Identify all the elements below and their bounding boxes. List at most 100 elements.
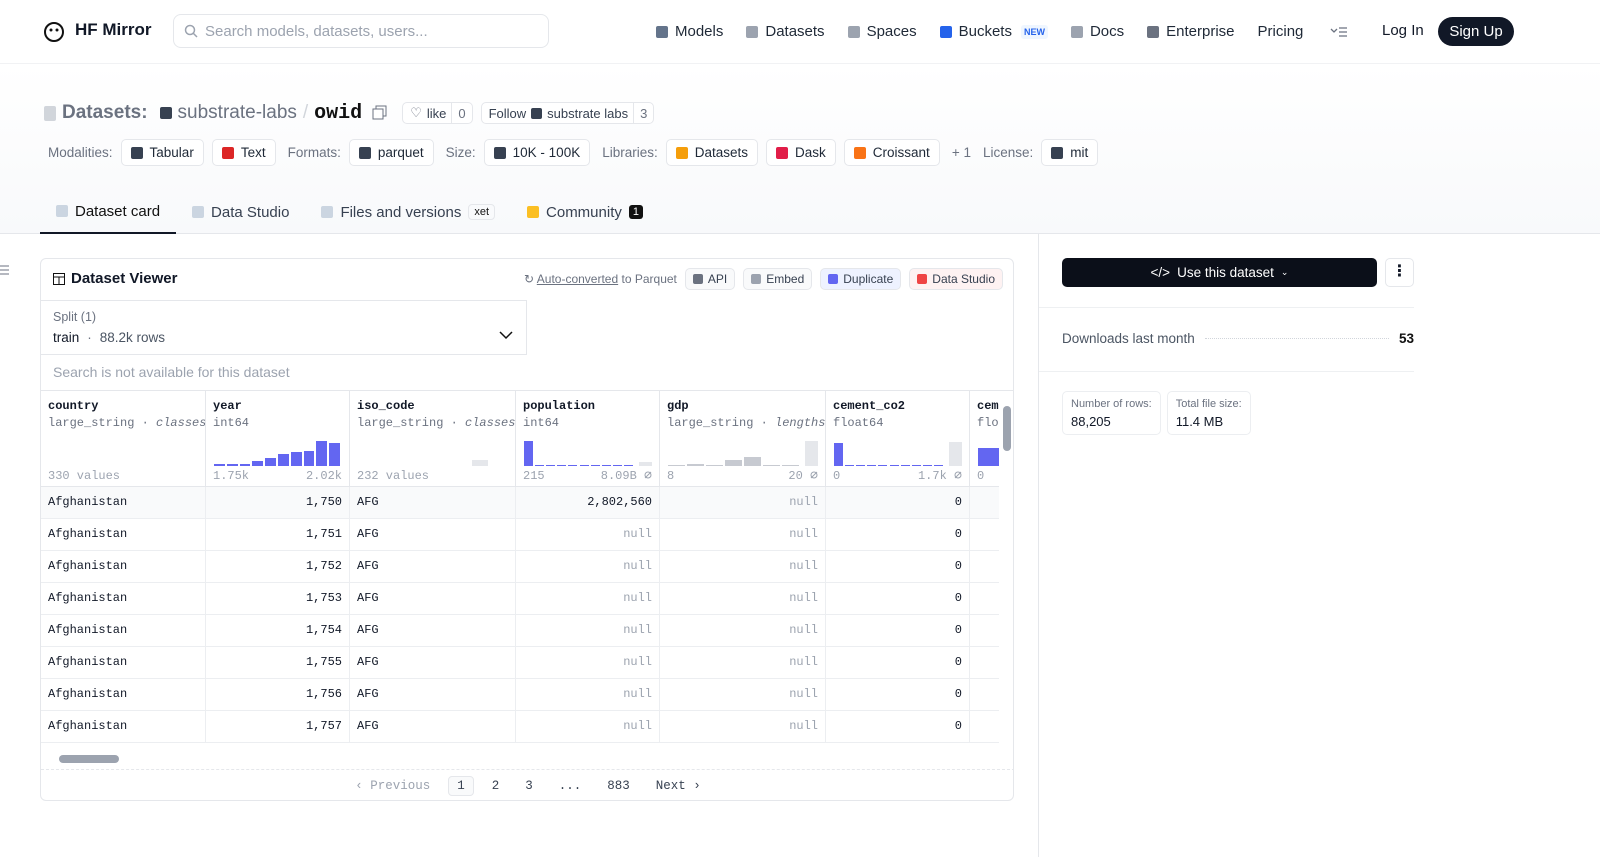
nav-link[interactable]: Enterprise: [1147, 23, 1235, 40]
page-link[interactable]: 3: [525, 778, 533, 793]
login-link[interactable]: Log In: [1382, 22, 1424, 39]
sidebar-divider: [1038, 234, 1039, 857]
null-bar: [949, 442, 962, 466]
cell-value: null: [789, 559, 818, 573]
column-header[interactable]: gdp large_string · lengths 8 20: [660, 391, 826, 487]
owner-link[interactable]: substrate-labs: [177, 102, 297, 123]
viewer-action[interactable]: Data Studio: [909, 268, 1003, 290]
column-footer: 0: [977, 469, 999, 483]
page-link[interactable]: 2: [491, 778, 500, 793]
cell-value: Afghanistan: [48, 687, 128, 701]
cell-value: null: [789, 591, 818, 605]
meta-tag[interactable]: 10K - 100K: [483, 139, 591, 166]
range-max: 8.09B: [601, 469, 652, 483]
converted-link[interactable]: Auto-converted: [536, 272, 619, 286]
column-header[interactable]: cem flo 0: [970, 391, 999, 487]
split-name: train: [53, 330, 80, 345]
tab[interactable]: Data Studio: [176, 190, 305, 234]
column-header[interactable]: iso_code large_string · classes 232 values: [350, 391, 516, 487]
nav-label: Datasets: [765, 23, 825, 40]
meta-tag[interactable]: Tabular: [120, 139, 204, 166]
range-max: 1.7k: [918, 469, 962, 483]
histogram-bar: [744, 457, 761, 466]
column-header[interactable]: country large_string · classes 330 values: [41, 391, 206, 487]
menu-icon[interactable]: [1330, 26, 1348, 38]
tab-label: Files and versions: [340, 203, 462, 221]
search-input[interactable]: Search models, datasets, users...: [173, 14, 549, 48]
nav-link[interactable]: Datasets: [746, 23, 825, 40]
cell-value: AFG: [357, 623, 379, 637]
table-cell: 0: [826, 711, 970, 743]
nav-link[interactable]: Pricing: [1258, 23, 1304, 40]
nav-icon: [847, 25, 860, 38]
title-prefix: Datasets:: [62, 102, 148, 123]
brand[interactable]: HF Mirror: [75, 20, 152, 39]
cell-value: 0: [954, 559, 962, 573]
cell-value: null: [623, 719, 652, 733]
previous-button[interactable]: ‹ Previous: [355, 778, 431, 793]
action-label: Data Studio: [932, 272, 995, 286]
action-icon: [751, 274, 762, 284]
viewer-action[interactable]: Duplicate: [820, 268, 902, 290]
column-header[interactable]: population int64 215 8.09B: [516, 391, 660, 487]
cell-value: AFG: [357, 591, 379, 605]
split-label: Split (1): [53, 310, 97, 324]
column-name: cem: [977, 399, 999, 413]
column-header[interactable]: cement_co2 float64 0 1.7k: [826, 391, 970, 487]
logo: [44, 22, 64, 42]
cell-value: 0: [954, 495, 962, 509]
h-scrollbar[interactable]: [41, 751, 999, 767]
like-button[interactable]: ♡ like 0: [402, 102, 473, 124]
tag-icon: [853, 146, 866, 159]
stats: Number of rows: 88,205 Total file size: 11.…: [1062, 391, 1251, 435]
table-cell: 1,752: [206, 551, 350, 583]
table-cell: null: [516, 711, 660, 743]
histogram-bar: [878, 465, 888, 466]
next-button[interactable]: Next ›: [655, 778, 701, 793]
table-cell: AFG: [350, 551, 516, 583]
column-type: int64: [523, 416, 652, 430]
meta-tag[interactable]: Croissant: [843, 139, 940, 166]
page-link[interactable]: 1: [448, 775, 474, 796]
tab-label: Dataset card: [75, 202, 161, 220]
nav-link[interactable]: Models: [656, 23, 723, 40]
table-cell: 0: [826, 487, 970, 519]
meta-tag[interactable]: Dask: [766, 139, 836, 166]
pagination: ‹ Previous 1 2 3... 883 Next ›: [41, 769, 1013, 800]
use-dataset-button[interactable]: </> Use this dataset ⌄: [1062, 258, 1377, 287]
nav-link[interactable]: Spaces: [847, 23, 917, 40]
nav-link[interactable]: Buckets NEW: [939, 23, 1048, 40]
table-cell: [970, 711, 999, 743]
viewer-action[interactable]: Embed: [743, 268, 813, 290]
column-header[interactable]: year int64 1.75k 2.02k: [206, 391, 350, 487]
histogram-bar: [834, 443, 844, 466]
meta-tag[interactable]: Text: [211, 139, 276, 166]
meta-tag[interactable]: mit: [1041, 139, 1099, 166]
v-scrollbar[interactable]: [999, 391, 1013, 749]
meta-more[interactable]: + 1: [951, 145, 971, 160]
signup-button[interactable]: Sign Up: [1438, 17, 1514, 46]
more-button[interactable]: ⋮: [1385, 258, 1414, 287]
sidebar-toggle[interactable]: [0, 264, 10, 276]
page-link[interactable]: 883: [607, 778, 630, 793]
nav-link[interactable]: Docs: [1070, 23, 1124, 40]
copy-icon[interactable]: [372, 105, 388, 121]
table-cell: null: [660, 551, 826, 583]
viewer-action[interactable]: API: [684, 268, 736, 290]
tab[interactable]: Files and versions xet: [305, 190, 511, 234]
split-selector[interactable]: Split (1) train · 88.2k rows: [41, 300, 527, 355]
dataset-name[interactable]: owid: [314, 101, 363, 125]
column-type: large_string · classes: [357, 416, 515, 430]
use-label: Use this dataset: [1177, 265, 1274, 280]
tab[interactable]: Community 1: [511, 190, 659, 234]
meta-tag[interactable]: parquet: [348, 139, 434, 166]
meta-tag[interactable]: Datasets: [665, 139, 759, 166]
page-link[interactable]: ...: [558, 778, 582, 793]
table-cell: null: [516, 615, 660, 647]
tab-badge: 1: [628, 205, 643, 219]
histogram-bar: [601, 465, 611, 466]
follow-button[interactable]: Follow substrate labs 3: [480, 102, 655, 124]
tab[interactable]: Dataset card: [40, 190, 177, 234]
table-cell: Afghanistan: [41, 679, 206, 711]
